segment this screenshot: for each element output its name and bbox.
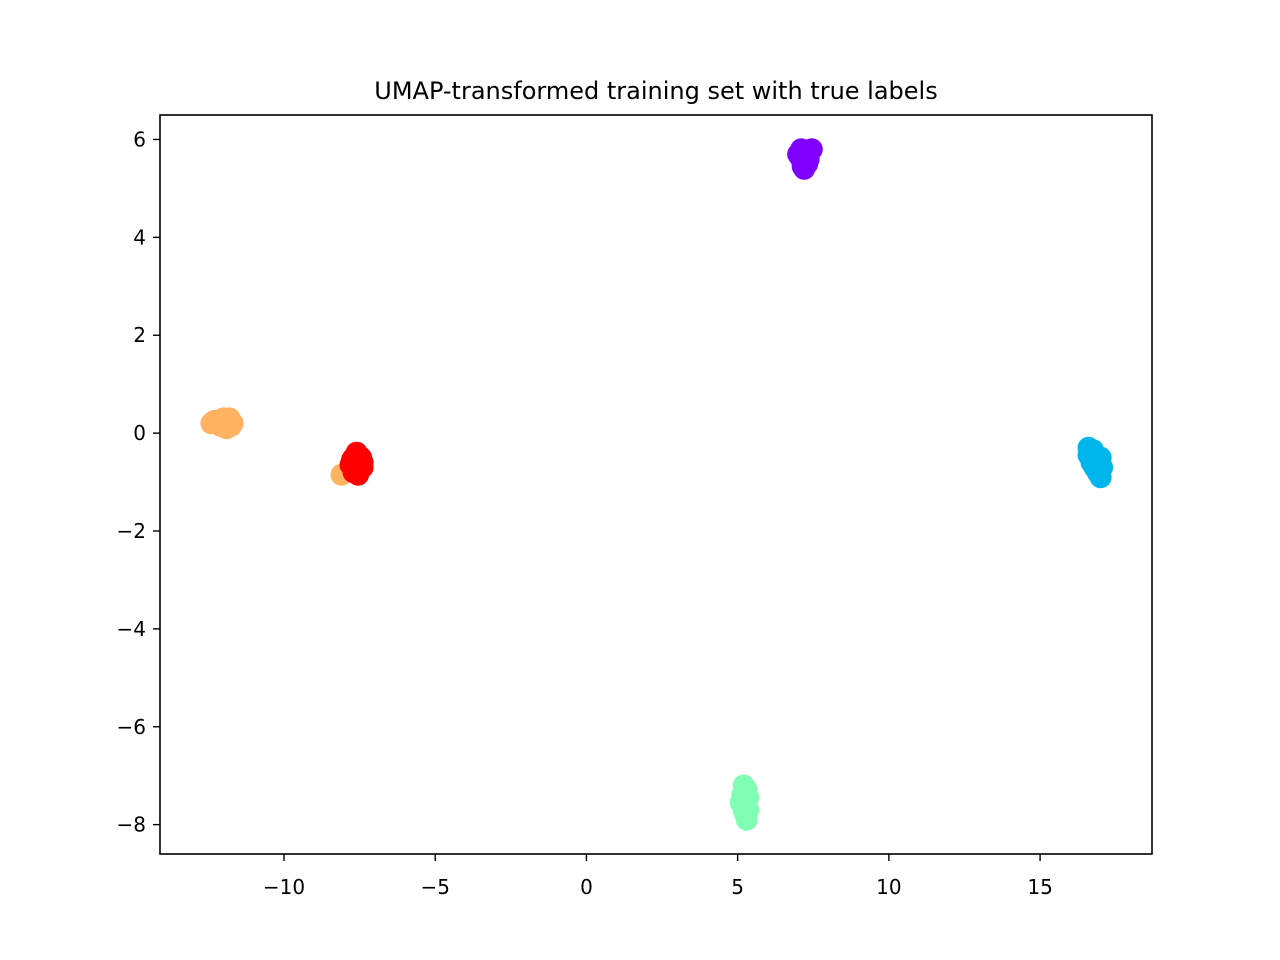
x-tick-label-5: 15 [1027, 875, 1052, 899]
y-tick-label-2: −4 [117, 617, 146, 641]
x-tick-label-0: −10 [263, 875, 305, 899]
x-tick-label-3: 5 [731, 875, 744, 899]
y-axis: −8 −6 −4 −2 0 2 4 6 [117, 127, 160, 837]
data-point-s0-11 [793, 143, 816, 166]
y-tick-label-7: 6 [133, 127, 146, 151]
x-tick-label-2: 0 [580, 875, 593, 899]
chart-title: UMAP-transformed training set with true … [374, 77, 937, 105]
data-points-layer [200, 138, 1114, 831]
data-point-s2-11 [737, 799, 760, 821]
data-point-s3-9 [212, 407, 235, 430]
y-tick-label-3: −2 [117, 519, 146, 543]
data-point-s1-10 [1091, 456, 1114, 479]
y-tick-label-4: 0 [133, 421, 146, 445]
y-tick-label-0: −8 [117, 813, 146, 837]
x-axis: −10 −5 0 5 10 15 [263, 854, 1053, 899]
data-point-s4-13 [345, 461, 368, 484]
y-tick-label-5: 2 [133, 323, 146, 347]
data-point-s1-11 [1082, 439, 1104, 462]
x-tick-label-4: 10 [876, 875, 901, 899]
y-tick-label-6: 4 [133, 225, 146, 249]
y-tick-label-1: −6 [117, 715, 146, 739]
plot-area-frame [159, 114, 1153, 855]
x-tick-label-1: −5 [420, 875, 449, 899]
